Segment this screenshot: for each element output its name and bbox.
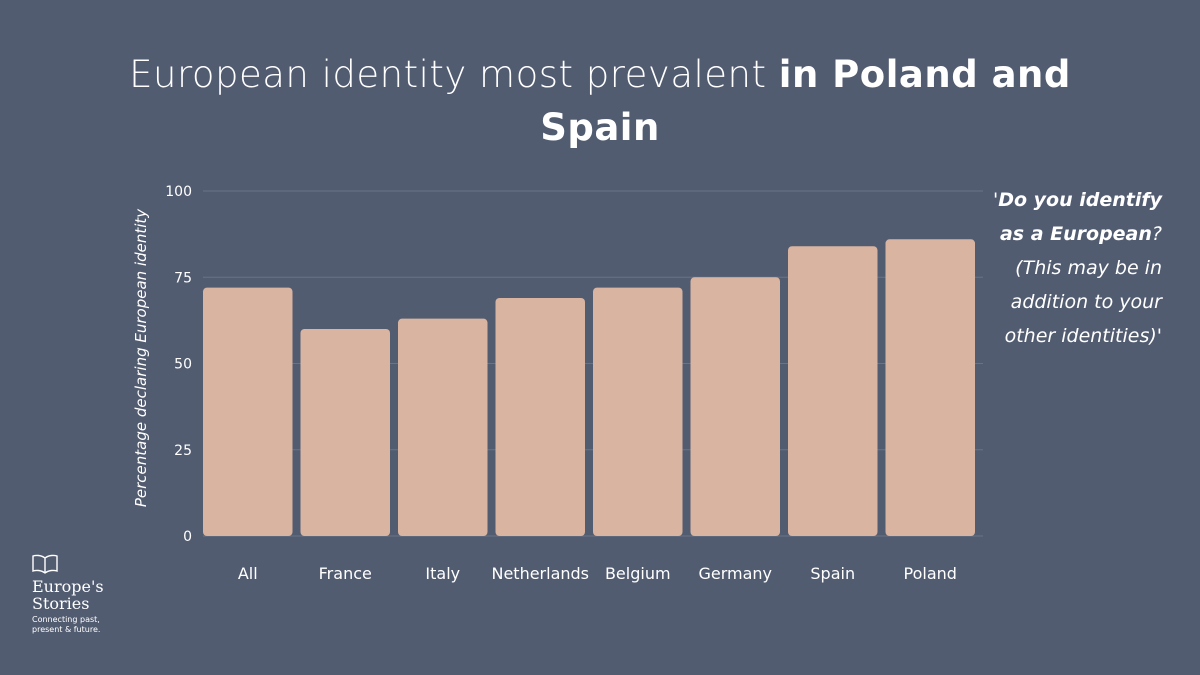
x-tick-label-germany: Germany: [698, 564, 772, 583]
bar-germany: [690, 277, 780, 536]
logo-tagline: Connecting past, present & future.: [32, 615, 101, 634]
chart-title: European identity most prevalent in Pola…: [100, 48, 1100, 154]
bar-spain: [788, 246, 878, 536]
x-tick-label-italy: Italy: [425, 564, 460, 583]
y-tick-label-50: 50: [174, 357, 192, 373]
y-tick-label-0: 0: [183, 529, 192, 545]
title-normal: European identity most prevalent: [129, 53, 779, 96]
title-bold: in Poland and Spain: [540, 53, 1071, 149]
logo-name-line1: Europe's: [32, 577, 104, 596]
x-tick-label-spain: Spain: [810, 564, 855, 583]
y-tick-label-75: 75: [174, 270, 192, 286]
y-tick-label-100: 100: [165, 184, 192, 200]
bar-poland: [885, 239, 975, 537]
bar-italy: [398, 318, 488, 536]
question-bold: Do you identify as a European: [998, 189, 1162, 245]
bar-france: [300, 329, 390, 536]
europes-stories-logo: Europe's Stories Connecting past, presen…: [32, 554, 142, 635]
logo-name: Europe's Stories: [32, 578, 142, 612]
x-tick-label-poland: Poland: [904, 564, 957, 583]
survey-question: 'Do you identify as a European? (This ma…: [992, 183, 1162, 353]
logo-name-line2: Stories: [32, 594, 90, 613]
bar-all: [203, 287, 293, 536]
y-tick-label-25: 25: [174, 443, 192, 459]
bar-netherlands: [495, 297, 585, 536]
x-tick-label-belgium: Belgium: [605, 564, 671, 583]
x-tick-label-all: All: [238, 564, 258, 583]
x-tick-label-netherlands: Netherlands: [491, 564, 589, 583]
question-rest: ? (This may be in addition to your other…: [1004, 223, 1162, 347]
bar-belgium: [593, 287, 683, 536]
question-open: ': [992, 189, 999, 211]
open-book-icon: [32, 554, 58, 574]
x-tick-label-france: France: [319, 564, 372, 583]
